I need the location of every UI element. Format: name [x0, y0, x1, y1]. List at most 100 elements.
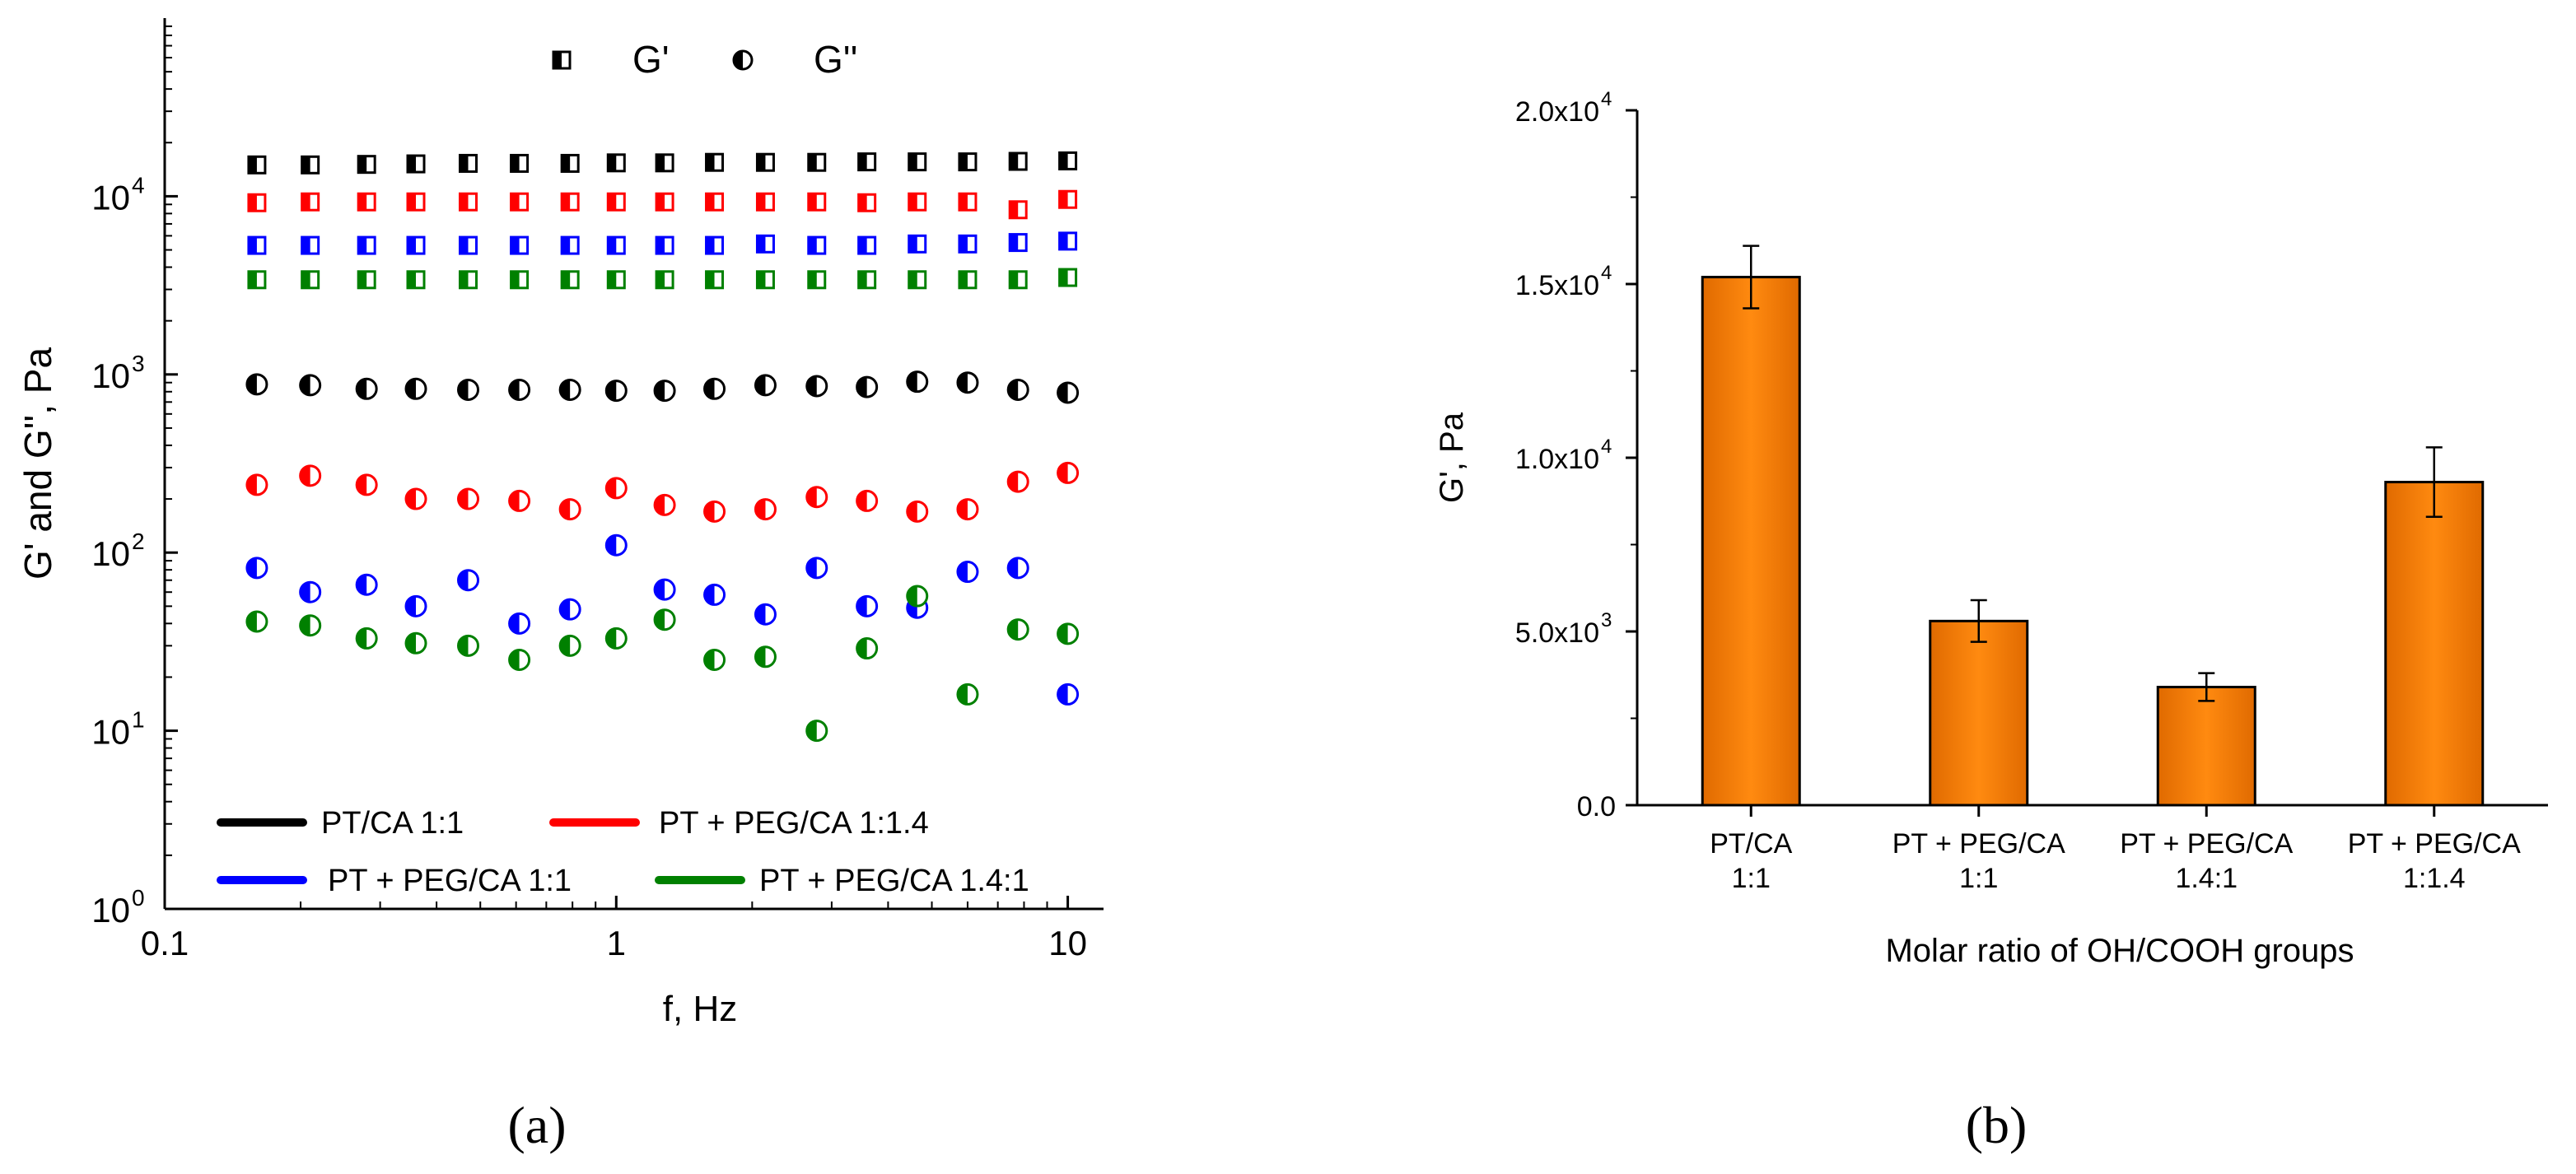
marker-fill — [458, 636, 469, 656]
g-prime-point-pt-peg-ca-1-4-1 — [301, 270, 320, 290]
error-bar-1 — [1743, 245, 1760, 310]
marker-fill — [408, 237, 417, 254]
marker-fill — [704, 501, 715, 522]
g-double-prime-point-pt-peg-ca-1-4-1 — [1057, 622, 1080, 645]
marker-fill — [509, 491, 520, 511]
marker-fill — [358, 156, 367, 173]
y-tick-label: 10 — [91, 178, 130, 217]
g-prime-point-pt-peg-ca-1-1-4 — [655, 192, 674, 212]
g-prime-point-pt-ca-1-1 — [301, 155, 320, 175]
g-prime-point-pt-peg-ca-1-1 — [1008, 233, 1028, 253]
g-double-prime-point-pt-ca-1-1 — [1057, 381, 1080, 404]
marker-fill — [560, 599, 571, 620]
marker-fill — [511, 271, 520, 288]
marker-fill — [357, 474, 367, 495]
g-double-prime-point-pt-ca-1-1 — [245, 373, 268, 396]
g-double-prime-point-pt-peg-ca-1-4-1 — [457, 634, 480, 657]
g-prime-point-pt-peg-ca-1-1-4 — [908, 192, 927, 212]
marker-fill — [606, 478, 617, 498]
marker-fill — [755, 604, 766, 625]
g-double-prime-point-pt-ca-1-1 — [754, 374, 777, 397]
panel-a-label: (a) — [507, 1096, 566, 1154]
g-double-prime-point-pt-peg-ca-1-4-1 — [604, 627, 628, 650]
marker-fill — [858, 271, 867, 288]
g-double-prime-point-pt-ca-1-1 — [404, 377, 427, 400]
marker-fill — [460, 271, 469, 288]
g-prime-point-pt-peg-ca-1-1 — [705, 235, 725, 255]
g-double-prime-point-pt-ca-1-1 — [508, 378, 531, 401]
marker-fill — [858, 237, 867, 254]
marker-fill — [300, 465, 310, 486]
g-prime-point-pt-peg-ca-1-1 — [807, 235, 827, 255]
g-double-prime-point-pt-ca-1-1 — [805, 375, 828, 398]
g-prime-point-pt-peg-ca-1-1 — [606, 235, 626, 255]
g-double-prime-point-pt-peg-ca-1-1 — [404, 594, 427, 617]
g-double-prime-point-pt-peg-ca-1-1 — [805, 557, 828, 580]
g-prime-point-pt-peg-ca-1-1-4 — [705, 192, 725, 212]
g-prime-point-pt-peg-ca-1-4-1 — [807, 270, 827, 290]
g-double-prime-point-pt-peg-ca-1-1-4 — [703, 500, 726, 523]
marker-fill — [706, 193, 715, 211]
marker-fill — [656, 193, 665, 211]
panel-b-x-axis-label: Molar ratio of OH/COOH groups — [1885, 933, 2354, 969]
g-prime-point-pt-ca-1-1 — [459, 153, 478, 173]
legend-label-pt-ca-1-1: PT/CA 1:1 — [321, 806, 464, 841]
g-double-prime-point-pt-peg-ca-1-1 — [299, 580, 322, 603]
marker-fill — [908, 235, 917, 253]
marker-fill — [907, 371, 917, 392]
g-prime-point-pt-ca-1-1 — [606, 153, 626, 173]
marker-fill — [957, 561, 968, 582]
g-double-prime-point-pt-peg-ca-1-1-4 — [245, 473, 268, 496]
g-double-prime-point-pt-peg-ca-1-1 — [754, 603, 777, 626]
marker-fill — [301, 193, 310, 211]
g-prime-point-pt-peg-ca-1-1-4 — [857, 193, 877, 212]
g-prime-point-pt-peg-ca-1-4-1 — [357, 270, 376, 290]
y-tick-label: 10 — [91, 356, 130, 395]
marker-fill — [1008, 619, 1019, 640]
g-double-prime-point-pt-peg-ca-1-1-4 — [653, 493, 676, 516]
marker-fill — [806, 557, 817, 578]
marker-fill — [458, 570, 469, 590]
y-tick-exponent: 0 — [132, 885, 145, 911]
y-tick-label: 10 — [91, 891, 130, 929]
g-double-prime-point-pt-peg-ca-1-4-1 — [906, 585, 929, 608]
marker-fill — [957, 372, 968, 393]
g-double-prime-point-pt-peg-ca-1-1-4 — [457, 487, 480, 510]
marker-fill — [856, 491, 867, 511]
y-tick-exponent: 4 — [132, 172, 145, 198]
category-label-1-line-1: PT/CA — [1710, 828, 1792, 860]
g-prime-point-pt-peg-ca-1-1 — [459, 235, 478, 255]
marker-fill — [458, 380, 469, 400]
marker-fill — [1057, 623, 1068, 644]
marker-fill — [1059, 191, 1068, 208]
g-prime-point-pt-peg-ca-1-4-1 — [406, 270, 426, 290]
g-prime-point-pt-peg-ca-1-1 — [357, 235, 376, 255]
x-tick-label: 0.1 — [141, 924, 189, 962]
g-double-prime-point-pt-peg-ca-1-1-4 — [1057, 461, 1080, 484]
g-prime-point-pt-peg-ca-1-4-1 — [510, 270, 530, 290]
g-prime-point-pt-ca-1-1 — [357, 155, 376, 175]
category-label-2-line-1: PT + PEG/CA — [1892, 828, 2065, 860]
marker-fill — [357, 379, 367, 399]
marker-fill — [406, 489, 417, 510]
marker-fill — [808, 237, 817, 254]
g-prime-point-pt-peg-ca-1-4-1 — [1058, 268, 1078, 287]
legend-label-pt-peg-ca-1-1-4: PT + PEG/CA 1:1.4 — [659, 806, 929, 841]
marker-fill — [300, 375, 310, 395]
g-double-prime-point-pt-peg-ca-1-1-4 — [1006, 470, 1029, 493]
marker-fill — [606, 628, 617, 649]
g-prime-point-pt-peg-ca-1-4-1 — [857, 270, 877, 290]
legend-half-square-icon — [552, 50, 572, 70]
g-double-prime-point-pt-ca-1-1 — [457, 378, 480, 401]
g-double-prime-point-pt-peg-ca-1-1 — [245, 557, 268, 580]
legend-g-double-prime-label: G'' — [814, 38, 857, 81]
g-double-prime-point-pt-ca-1-1 — [906, 370, 929, 394]
g-prime-point-pt-peg-ca-1-1 — [655, 235, 674, 255]
g-double-prime-point-pt-peg-ca-1-4-1 — [404, 631, 427, 655]
panel-b-bar-chart: 0.05.0x10 31.0x10 41.5x10 42.0x10 4 PT/CA1:1… — [1434, 88, 2548, 1154]
g-prime-point-pt-ca-1-1 — [406, 154, 426, 174]
marker-fill — [957, 499, 968, 519]
g-double-prime-point-pt-peg-ca-1-1-4 — [508, 489, 531, 512]
marker-fill — [300, 582, 310, 603]
